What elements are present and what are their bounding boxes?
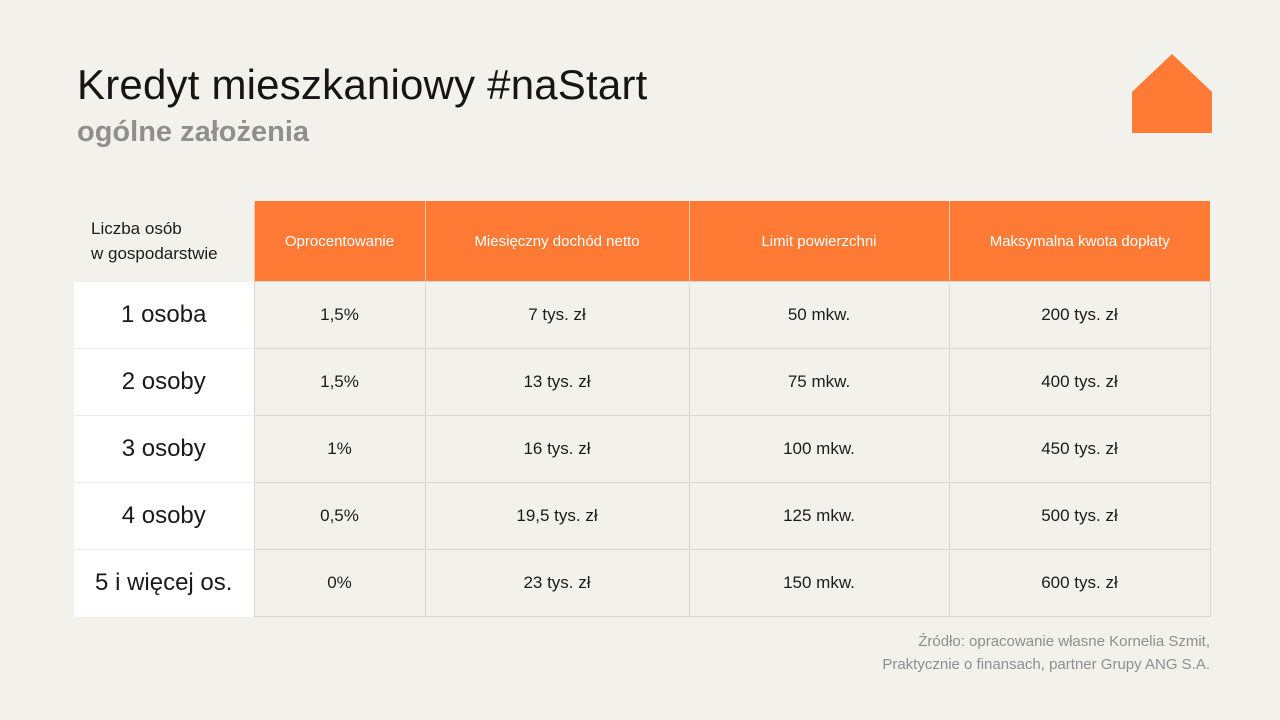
cell-income: 23 tys. zł <box>424 549 690 617</box>
cell-interest: 0% <box>253 549 426 617</box>
source-note: Źródło: opracowanie własne Kornelia Szmi… <box>882 630 1210 676</box>
row-label: 3 osoby <box>74 415 254 483</box>
cell-area-limit: 150 mkw. <box>688 549 950 617</box>
table-row: 2 osoby 1,5% 13 tys. zł 75 mkw. 400 tys.… <box>74 348 1211 416</box>
household-size-header: Liczba osób w gospodarstwie <box>74 201 254 282</box>
loan-table-container: Liczba osób w gospodarstwie Oprocentowan… <box>74 201 1211 617</box>
cell-max-subsidy: 500 tys. zł <box>948 482 1211 550</box>
table-row: 5 i więcej os. 0% 23 tys. zł 150 mkw. 60… <box>74 549 1211 617</box>
table-row: 4 osoby 0,5% 19,5 tys. zł 125 mkw. 500 t… <box>74 482 1211 550</box>
cell-max-subsidy: 450 tys. zł <box>948 415 1211 483</box>
column-header-income: Miesięczny dochód netto <box>424 201 689 282</box>
cell-interest: 1,5% <box>253 348 426 416</box>
cell-max-subsidy: 600 tys. zł <box>948 549 1211 617</box>
cell-max-subsidy: 400 tys. zł <box>948 348 1211 416</box>
cell-area-limit: 50 mkw. <box>688 281 950 349</box>
cell-income: 13 tys. zł <box>424 348 690 416</box>
cell-area-limit: 75 mkw. <box>688 348 950 416</box>
table-header-row: Liczba osób w gospodarstwie Oprocentowan… <box>74 201 1210 282</box>
cell-interest: 0,5% <box>253 482 426 550</box>
cell-interest: 1% <box>253 415 426 483</box>
loan-table: Liczba osób w gospodarstwie Oprocentowan… <box>74 201 1211 617</box>
household-size-header-line1: Liczba osób <box>91 219 182 239</box>
row-label: 4 osoby <box>74 482 254 550</box>
table-row: 3 osoby 1% 16 tys. zł 100 mkw. 450 tys. … <box>74 415 1211 483</box>
cell-income: 16 tys. zł <box>424 415 690 483</box>
source-line-1: Źródło: opracowanie własne Kornelia Szmi… <box>918 633 1210 650</box>
cell-area-limit: 100 mkw. <box>688 415 950 483</box>
source-line-2: Praktycznie o finansach, partner Grupy A… <box>882 656 1210 673</box>
cell-income: 7 tys. zł <box>424 281 690 349</box>
table-row: 1 osoba 1,5% 7 tys. zł 50 mkw. 200 tys. … <box>74 281 1211 349</box>
column-header-max-subsidy: Maksymalna kwota dopłaty <box>948 201 1210 282</box>
row-label: 1 osoba <box>74 281 254 349</box>
page-title: Kredyt mieszkaniowy #naStart <box>77 61 648 108</box>
row-label: 2 osoby <box>74 348 254 416</box>
column-header-area-limit: Limit powierzchni <box>688 201 949 282</box>
page-subtitle: ogólne założenia <box>77 116 310 148</box>
column-header-interest: Oprocentowanie <box>253 201 425 282</box>
row-label: 5 i więcej os. <box>74 549 254 617</box>
cell-area-limit: 125 mkw. <box>688 482 950 550</box>
household-size-header-line2: w gospodarstwie <box>91 244 218 264</box>
cell-income: 19,5 tys. zł <box>424 482 690 550</box>
house-icon <box>1132 54 1212 133</box>
cell-max-subsidy: 200 tys. zł <box>948 281 1211 349</box>
cell-interest: 1,5% <box>253 281 426 349</box>
